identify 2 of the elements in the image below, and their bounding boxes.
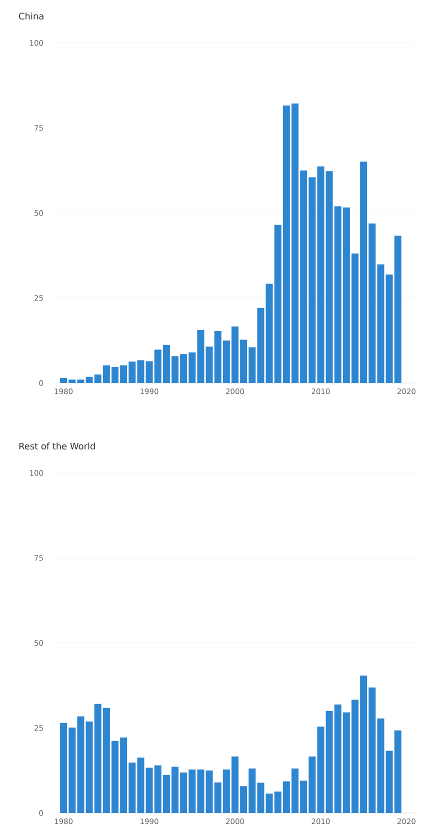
chart-title: Rest of the World — [19, 442, 95, 450]
chart-title: China — [19, 12, 44, 20]
